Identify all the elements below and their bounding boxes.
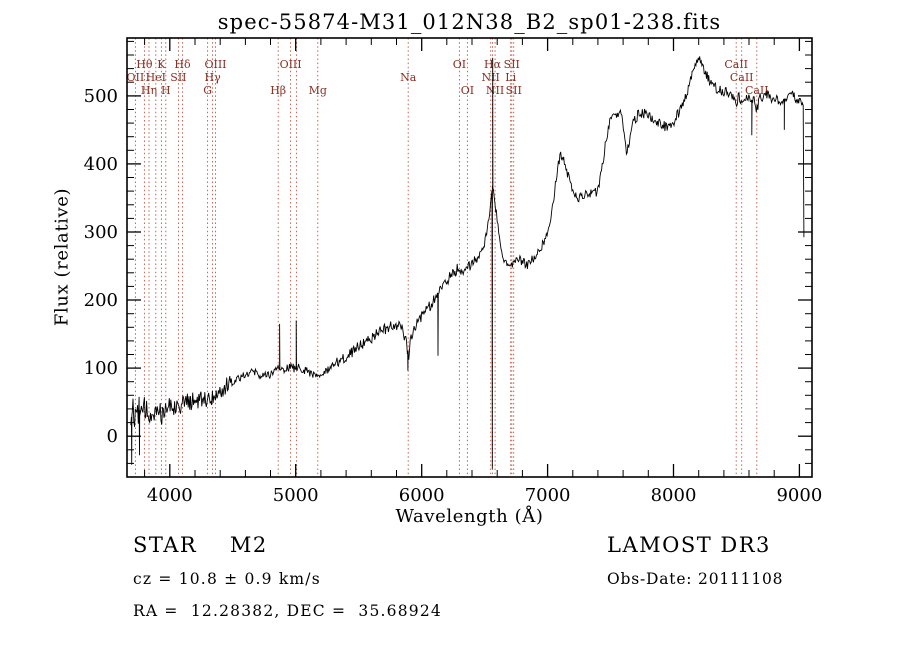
y-tick-label: 500	[84, 86, 118, 107]
spectral-line-label: SII	[170, 71, 186, 84]
spectral-line-label: HeI	[146, 71, 166, 84]
x-tick-label: 6000	[399, 485, 445, 506]
spectral-line-label: G	[203, 84, 212, 97]
spectral-line-label: SII	[506, 84, 522, 97]
spectral-line-label: NII	[486, 84, 504, 97]
y-tick-label: 0	[107, 426, 118, 447]
obs-date-label: Obs-Date: 20111108	[607, 570, 784, 588]
spectral-line-label: SII	[504, 58, 520, 71]
spectral-line-label: OIII	[204, 58, 226, 71]
spectral-line-label: Hγ	[205, 71, 222, 84]
spectrum-trace	[130, 56, 805, 469]
spectral-line-label: Na	[400, 71, 417, 84]
spectral-line-label: K	[157, 58, 166, 71]
radial-velocity-label: cz = 10.8 ± 0.9 km/s	[133, 570, 321, 588]
spectral-line-label: Hδ	[174, 58, 191, 71]
x-tick-label: 7000	[525, 485, 571, 506]
y-axis-label: Flux (relative)	[51, 187, 73, 327]
spectral-line-label: H	[161, 84, 171, 97]
spectral-line-label: OI	[453, 58, 466, 71]
spectral-line-label: Mg	[309, 84, 327, 97]
spectral-line-label: Hβ	[270, 84, 286, 97]
y-tick-label: 200	[84, 290, 118, 311]
page-title: spec-55874-M31_012N38_B2_sp01-238.fits	[217, 10, 722, 34]
spectral-line-label: NII	[482, 71, 500, 84]
spectral-line-label: CaII	[730, 71, 754, 84]
plot-frame	[126, 37, 813, 478]
y-tick-label: 400	[84, 154, 118, 175]
x-axis-label: Wavelength (Å)	[395, 506, 544, 527]
x-tick-label: 4000	[147, 485, 193, 506]
spectral-line-label: Hη	[141, 84, 157, 97]
object-class-label: STAR M2	[133, 533, 268, 557]
ra-dec-label: RA = 12.28382, DEC = 35.68924	[133, 602, 442, 620]
spectral-line-label: OII	[127, 71, 145, 84]
y-tick-label: 300	[84, 222, 118, 243]
spectral-line-label: CaII	[745, 84, 769, 97]
spectral-line-label: OI	[461, 84, 474, 97]
spectral-line-label: Hθ	[136, 58, 153, 71]
spectral-line-label: OIII	[280, 58, 302, 71]
spectral-line-label: CaII	[724, 58, 748, 71]
survey-label: LAMOST DR3	[607, 533, 771, 557]
y-tick-label: 100	[84, 358, 118, 379]
x-tick-label: 5000	[273, 485, 319, 506]
x-tick-label: 8000	[651, 485, 697, 506]
x-tick-label: 9000	[776, 485, 822, 506]
spectral-line-label: Li	[505, 71, 516, 84]
